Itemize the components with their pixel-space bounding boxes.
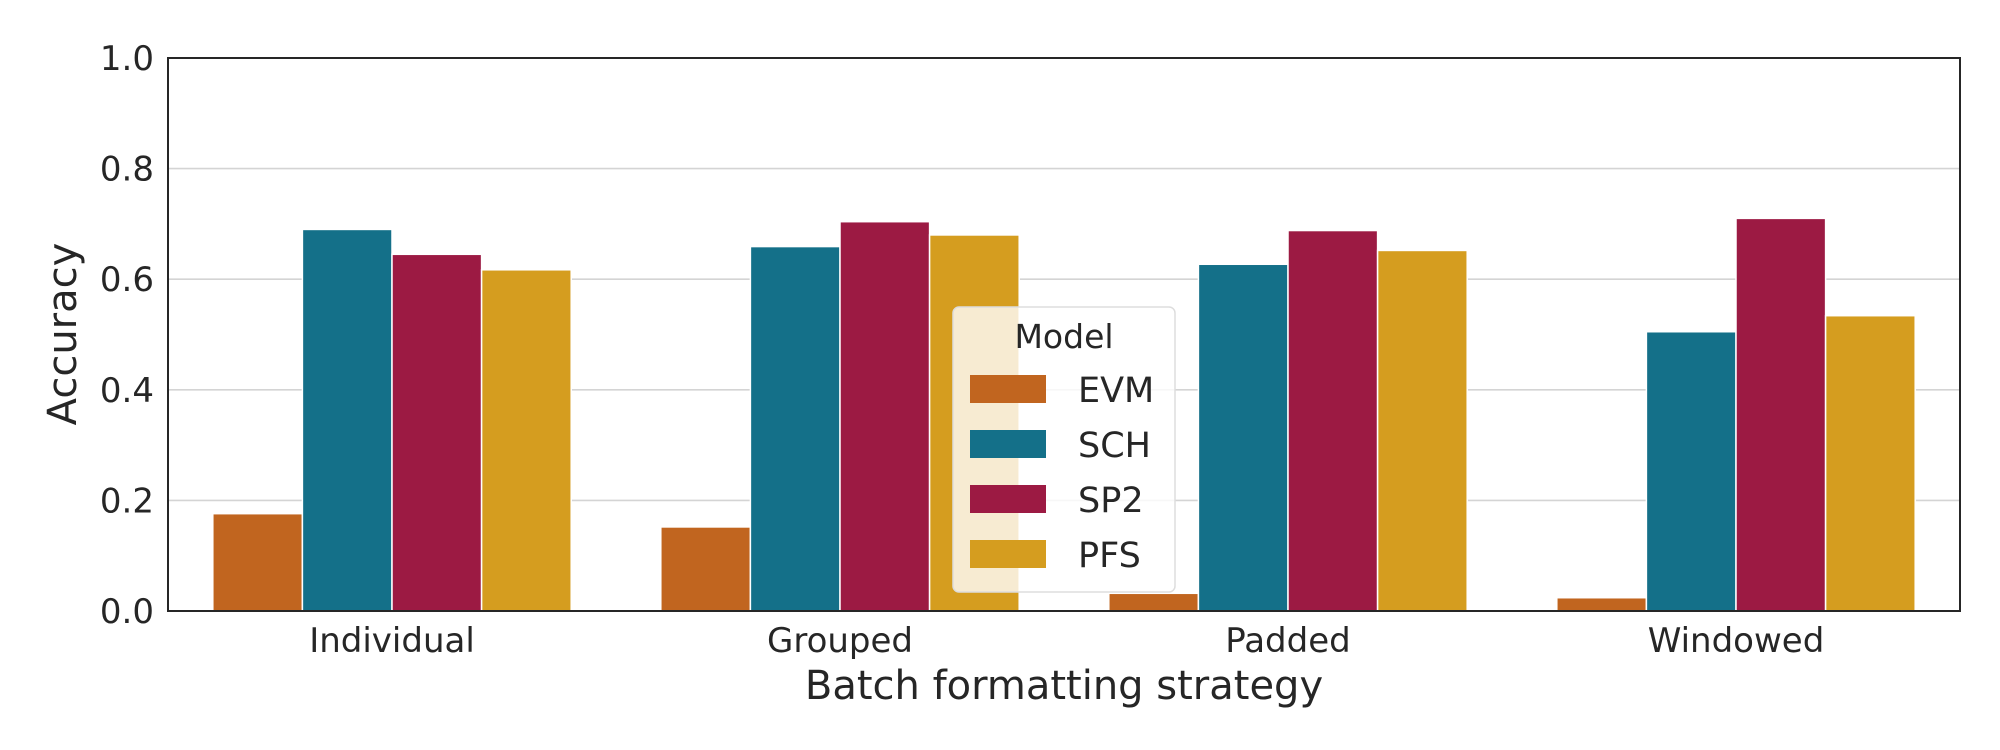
bar-evm-individual bbox=[212, 512, 304, 612]
y-axis-ticks: 0.0 0.2 0.4 0.6 0.8 1.0 bbox=[100, 39, 154, 632]
bar-pfs-individual bbox=[480, 269, 572, 612]
bar-sch-padded bbox=[1197, 263, 1289, 612]
legend-swatch-sch bbox=[970, 430, 1046, 458]
legend-swatch-evm bbox=[970, 375, 1046, 403]
legend-swatch-pfs bbox=[970, 540, 1046, 568]
bar-pfs-windowed bbox=[1824, 314, 1916, 612]
bar-sp2-windowed bbox=[1735, 217, 1827, 612]
bar-evm-padded bbox=[1108, 592, 1200, 612]
bars bbox=[212, 217, 1916, 612]
bar-sp2-grouped bbox=[839, 220, 931, 612]
x-axis-ticks: Individual Grouped Padded Windowed bbox=[309, 621, 1824, 661]
bar-evm-windowed bbox=[1556, 596, 1648, 612]
bar-sch-grouped bbox=[749, 245, 841, 612]
x-tick-label: Windowed bbox=[1648, 621, 1825, 661]
x-axis-label: Batch formatting strategy bbox=[805, 663, 1323, 709]
plot-frame bbox=[167, 57, 1961, 612]
bar-sch-individual bbox=[301, 228, 393, 612]
x-tick-label: Padded bbox=[1225, 621, 1350, 661]
legend-entries: EVM SCH SP2 PFS bbox=[970, 371, 1154, 576]
bar-pfs-padded bbox=[1376, 249, 1468, 612]
y-tick-label: 0.6 bbox=[100, 260, 154, 300]
y-tick-label: 0.2 bbox=[100, 481, 154, 521]
y-tick-label: 0.8 bbox=[100, 150, 154, 190]
y-tick-label: 1.0 bbox=[100, 39, 154, 79]
legend-label-sp2: SP2 bbox=[1078, 481, 1144, 521]
bar-evm-grouped bbox=[660, 526, 752, 612]
legend-label-sch: SCH bbox=[1078, 426, 1151, 466]
y-tick-label: 0.4 bbox=[100, 371, 154, 411]
legend-title: Model bbox=[1014, 317, 1113, 356]
bar-sp2-padded bbox=[1287, 229, 1379, 612]
legend-label-pfs: PFS bbox=[1078, 536, 1141, 576]
bar-sp2-individual bbox=[391, 253, 483, 612]
bar-sch-windowed bbox=[1645, 330, 1737, 612]
x-tick-label: Individual bbox=[309, 621, 475, 661]
x-tick-label: Grouped bbox=[767, 621, 913, 661]
legend: Model EVM SCH SP2 PFS bbox=[952, 306, 1176, 593]
legend-swatch-sp2 bbox=[970, 485, 1046, 513]
y-tick-label: 0.0 bbox=[100, 592, 154, 632]
y-axis-label: Accuracy bbox=[40, 243, 86, 426]
legend-label-evm: EVM bbox=[1078, 371, 1154, 411]
